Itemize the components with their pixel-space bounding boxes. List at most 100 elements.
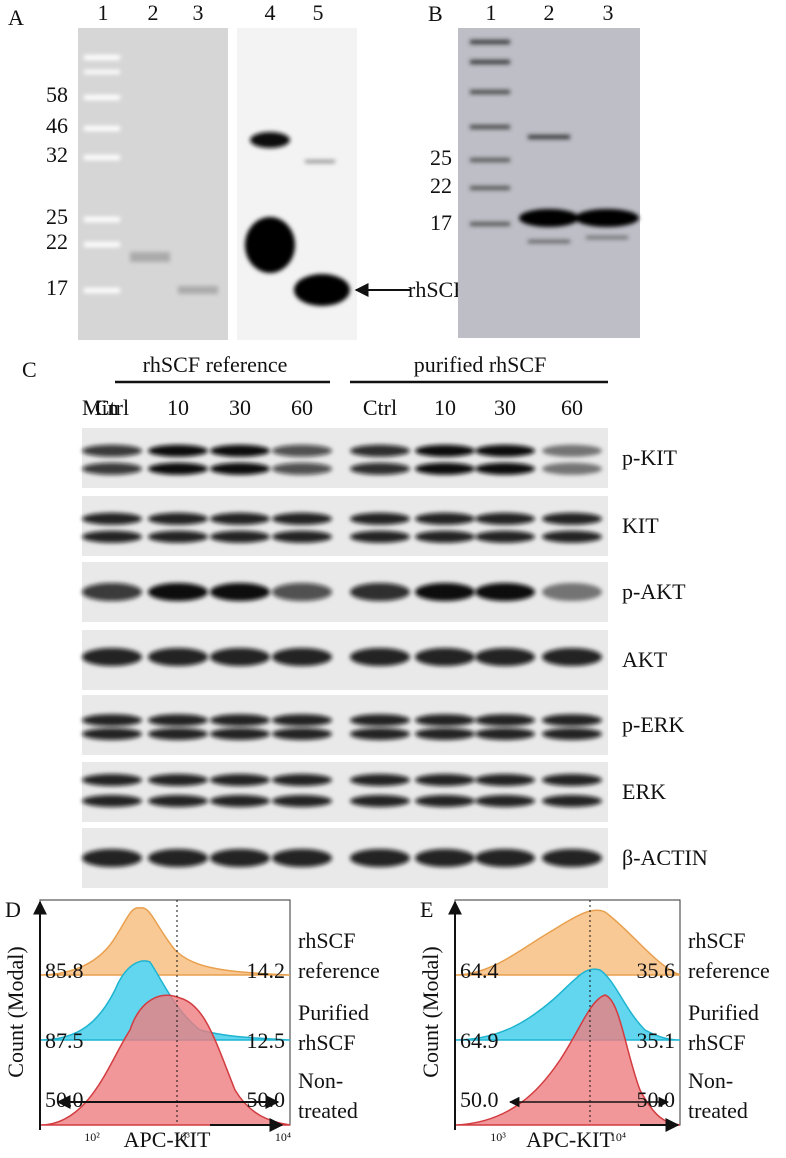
blot-band [272,530,332,543]
percent-right: 12.5 [247,1028,286,1053]
percent-left: 64.9 [460,1028,499,1053]
lane-number: 4 [265,0,276,25]
blot-band [148,728,208,740]
row-label: reference [298,958,380,983]
blot-band [350,774,410,786]
row-label: Non- [688,1068,733,1093]
blot-band [475,774,535,786]
blot-band [210,774,270,786]
marker-label: 25 [430,145,452,170]
blot-band [475,583,535,601]
blot-band [475,512,535,525]
marker-label: 17 [46,275,68,300]
blot-band [542,849,602,867]
blot-band [350,795,410,807]
lane-number: 2 [544,0,555,25]
marker-label: 32 [46,142,68,167]
blot-band [82,530,142,543]
percent-right: 50.0 [637,1087,676,1112]
group-label: rhSCF reference [143,352,288,377]
blot-band [82,583,142,601]
row-label: rhSCF [298,1030,355,1055]
y-axis-label: Count (Modal) [418,946,443,1077]
time-point: 60 [291,395,313,420]
x-axis-label: APC-KIT [124,1127,211,1152]
marker-label: 17 [430,210,452,235]
blot-band [82,648,142,666]
row-label: Purified [688,1000,759,1025]
percent-left: 87.5 [45,1028,84,1053]
blot-band [542,530,602,543]
blot-band [542,728,602,740]
blot-band [148,462,208,475]
blot [82,496,608,556]
blot-band [82,444,142,457]
blot-band [475,444,535,457]
blot-band [82,795,142,807]
blot-band [210,648,270,666]
x-tick-label: 10⁴ [275,1130,291,1144]
blot-band [475,530,535,543]
blot-band [148,774,208,786]
time-point: 10 [434,395,456,420]
blot-band [82,714,142,727]
blot-band [82,849,142,867]
blot-band [210,849,270,867]
blot-label: p-AKT [622,579,686,604]
row-label: rhSCF [298,928,355,953]
percent-right: 35.6 [637,958,676,983]
time-point: Ctrl [95,395,129,420]
time-point: 30 [229,395,251,420]
blot-band [272,714,332,727]
blot-band [272,774,332,786]
x-tick-label: 10³ [490,1130,506,1144]
marker-label: 22 [430,173,452,198]
percent-left: 85.8 [45,958,84,983]
arrow-label: rhSCF [408,277,465,302]
marker-label: 46 [46,113,68,138]
gel-bands [470,40,639,243]
time-point: 60 [561,395,583,420]
blot-band [210,512,270,525]
blot-band [415,444,475,457]
blot-band [148,530,208,543]
time-point: 10 [167,395,189,420]
time-label: Min [82,395,119,420]
blot [82,762,608,822]
blot-band [542,795,602,807]
group-label: purified rhSCF [414,352,547,377]
panel-label: C [22,357,37,382]
x-tick-label: 10⁴ [610,1130,626,1144]
blot-band [415,728,475,740]
x-tick-label: 10² [84,1130,100,1144]
blot-band [272,648,332,666]
blot-band [148,583,208,601]
blot-band [415,462,475,475]
panel-label: A [8,5,24,30]
blot-band [415,512,475,525]
percent-left: 50.0 [45,1087,84,1112]
blot-band [475,795,535,807]
blot-band [210,795,270,807]
blot [82,428,608,488]
lane-number: 5 [313,0,324,25]
x-axis-label: APC-KIT [526,1127,613,1152]
row-label: rhSCF [688,928,745,953]
histogram-d [33,899,291,1132]
histogram-e [448,899,681,1132]
y-axis-label: Count (Modal) [3,946,28,1077]
blot-band [350,648,410,666]
blot-band [148,444,208,457]
lane-number: 2 [148,0,159,25]
panel-label: B [428,1,443,26]
lane-number: 1 [486,0,497,25]
panel-label: D [5,897,21,922]
marker-label: 25 [46,204,68,229]
blot-band [542,583,602,601]
row-label: Purified [298,1000,369,1025]
blot-label: p-ERK [622,712,684,737]
blot-band [210,530,270,543]
blot-label: KIT [622,513,659,538]
blot-band [82,512,142,525]
